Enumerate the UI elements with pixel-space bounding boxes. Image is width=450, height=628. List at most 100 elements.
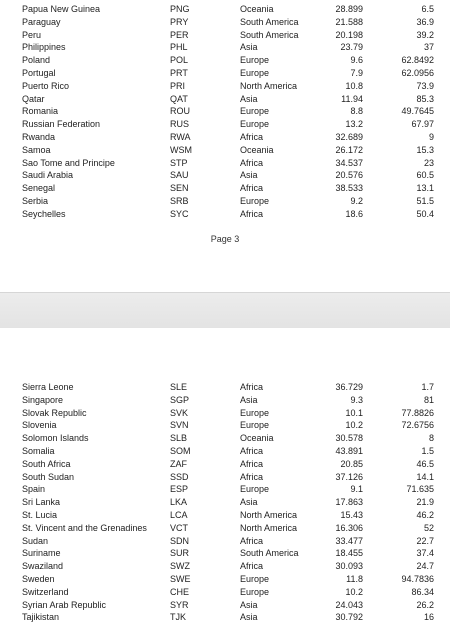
code-cell: PNG [170,4,190,14]
region-cell: Africa [240,535,264,546]
code-cell: VCT [170,522,188,533]
table-row: Switzerland CHE Europe 10.2 86.34 [0,586,450,598]
table-row: Papua New Guinea PNG Oceania 28.899 6.5 [0,3,450,15]
value-cell: 32.689 [335,132,363,142]
country-cell: Somalia [22,446,55,456]
country-cell: Sweden [22,574,55,584]
country-cell: Senegal [22,183,56,194]
region-cell: Europe [240,119,270,130]
value-cell: 9.6 [350,55,363,66]
code-cell: PRT [170,68,188,78]
code-cell: SRB [170,196,189,206]
region-cell: Europe [240,68,270,78]
value-cell: 94.7836 [401,574,434,584]
code-cell: SYC [170,208,189,219]
region-cell: Europe [240,407,270,418]
code-cell: ROU [170,106,190,117]
value-cell: 38.533 [335,183,363,194]
table-row: Qatar QAT Asia 11.94 85.3 [0,93,450,105]
region-cell: Europe [240,420,270,431]
region-cell: Asia [240,497,258,508]
country-cell: Suriname [22,548,61,559]
code-cell: LCA [170,510,188,520]
country-cell: Puerto Rico [22,80,70,91]
value-cell: 37.126 [335,471,363,482]
value-cell: 15.3 [416,144,434,155]
code-cell: PRI [170,80,186,91]
value-cell: 9.1 [350,484,363,495]
value-cell: 8.8 [350,106,363,117]
value-cell: 16.306 [335,522,363,533]
region-cell: Europe [240,574,270,584]
value-cell: 85.3 [416,93,434,104]
table-row: Paraguay PRY South America 21.588 36.9 [0,16,450,28]
country-cell: Peru [22,29,42,40]
table-row: Spain ESP Europe 9.1 71.635 [0,483,450,495]
value-cell: 14.1 [416,471,434,482]
country-cell: Paraguay [22,16,61,27]
region-cell: South America [240,548,299,559]
country-cell: Sri Lanka [22,497,61,508]
code-cell: LKA [170,497,188,508]
code-cell: PER [170,29,189,40]
value-cell: 23 [423,157,434,168]
country-cell: Syrian Arab Republic [22,599,107,610]
table-row: Sri Lanka LKA Asia 17.863 21.9 [0,496,450,508]
value-cell: 21.9 [416,497,434,508]
code-cell: SLE [170,382,188,392]
table-row: Suriname SUR South America 18.455 37.4 [0,547,450,559]
region-cell: North America [240,510,298,520]
value-cell: 13.2 [345,119,363,130]
value-cell: 9.2 [350,196,363,206]
value-cell: 67.97 [411,119,434,130]
country-cell: Philippines [22,42,66,53]
value-cell: 11.94 [341,93,363,104]
code-cell: RUS [170,119,190,130]
region-cell: South America [240,29,299,40]
region-cell: Africa [240,561,264,572]
page-break-gap [0,292,450,330]
value-cell: 36.729 [335,382,363,392]
code-cell: SLB [170,433,188,444]
region-cell: Europe [240,196,270,206]
table-row: South Africa ZAF Africa 20.85 46.5 [0,458,450,470]
value-cell: 86.34 [411,586,434,597]
country-cell: Solomon Islands [22,433,89,444]
value-cell: 10.1 [345,407,363,418]
value-cell: 39.2 [416,29,434,40]
table-row: Portugal PRT Europe 7.9 62.0956 [0,67,450,79]
region-cell: Oceania [240,4,274,14]
code-cell: SUR [170,548,190,559]
table-row: Russian Federation RUS Europe 13.2 67.97 [0,118,450,130]
code-cell: ESP [170,484,189,495]
value-cell: 6.5 [421,4,434,14]
value-cell: 9 [428,132,434,142]
code-cell: QAT [170,93,188,104]
country-cell: Poland [22,55,51,66]
value-cell: 50.4 [416,208,434,219]
code-cell: PHL [170,42,188,53]
region-cell: Europe [240,484,270,495]
code-cell: SVN [170,420,189,431]
region-cell: Oceania [240,433,274,444]
value-cell: 22.7 [416,535,434,546]
country-cell: Sierra Leone [22,382,74,392]
value-cell: 46.2 [416,510,434,520]
country-cell: Samoa [22,144,51,155]
table-row: Philippines PHL Asia 23.79 37 [0,41,450,53]
country-cell: Serbia [22,196,49,206]
code-cell: SAU [170,170,189,181]
region-cell: North America [240,80,298,91]
code-cell: TJK [170,612,187,623]
country-cell: Spain [22,484,46,495]
code-cell: SYR [170,599,189,610]
country-cell: Portugal [22,68,56,78]
table-row: South Sudan SSD Africa 37.126 14.1 [0,471,450,483]
table-row: Syrian Arab Republic SYR Asia 24.043 26.2 [0,599,450,611]
country-cell: St. Vincent and the Grenadines [22,522,147,533]
value-cell: 11.8 [346,574,363,584]
table-row: Peru PER South America 20.198 39.2 [0,29,450,41]
code-cell: SVK [170,407,189,418]
table-row: Saudi Arabia SAU Asia 20.576 60.5 [0,169,450,181]
region-cell: North America [240,522,298,533]
